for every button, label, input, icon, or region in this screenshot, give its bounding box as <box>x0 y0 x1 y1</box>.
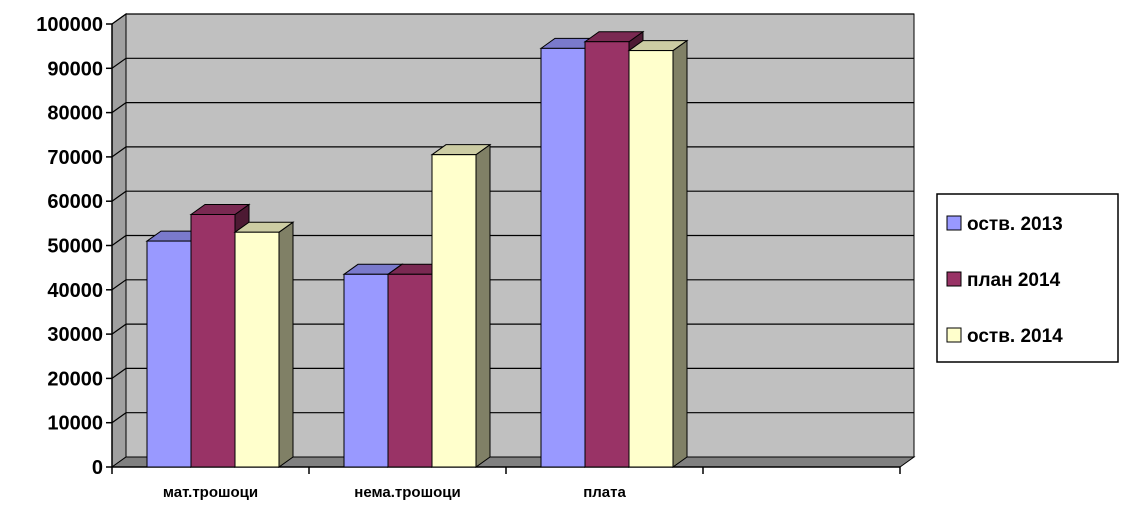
legend-swatch <box>946 327 962 343</box>
legend-label: план 2014 <box>967 270 1061 291</box>
bar <box>430 143 492 468</box>
x-tick-label: нема.трошоци <box>354 484 460 501</box>
bar-side <box>475 143 491 468</box>
y-tick-labels: 0 10000 20000 30000 40000 50000 60000 70000 8000… <box>36 14 103 479</box>
x-tick-labels: мат.трошоци нема.трошоци плата <box>163 484 627 501</box>
y-tick-label: 40000 <box>47 280 103 302</box>
bar-front <box>584 41 630 468</box>
y-tick-label: 90000 <box>47 58 103 80</box>
y-tick-label: 20000 <box>47 368 103 390</box>
legend: оств. 2013 план 2014 оств. 2014 <box>936 193 1119 363</box>
bar <box>627 39 689 468</box>
y-tick-label: 50000 <box>47 236 103 258</box>
legend-box <box>936 193 1119 363</box>
legend-item: план 2014 <box>946 270 1061 291</box>
x-tick-label: плата <box>583 484 626 501</box>
y-tick-label: 80000 <box>47 103 103 125</box>
bar-front <box>146 240 192 468</box>
legend-item: оств. 2013 <box>946 214 1063 235</box>
y-tick-label: 30000 <box>47 324 103 346</box>
legend-swatch <box>946 271 962 287</box>
y-tick-label: 100000 <box>36 14 103 36</box>
bar-front <box>387 273 433 468</box>
bar <box>233 221 295 468</box>
bar-side <box>672 39 688 468</box>
bar-side <box>278 221 294 468</box>
y-tick-label: 60000 <box>47 191 103 213</box>
legend-label: оств. 2013 <box>967 214 1063 235</box>
y-tick-label: 0 <box>92 457 103 479</box>
y-tick-label: 70000 <box>47 147 103 169</box>
bar-front <box>234 231 280 468</box>
x-tick-label: мат.трошоци <box>163 484 258 501</box>
legend-label: оств. 2014 <box>967 326 1063 347</box>
legend-item: оств. 2014 <box>946 326 1063 347</box>
bar-front <box>540 47 586 468</box>
legend-swatch <box>946 215 962 231</box>
bar-front <box>190 213 236 468</box>
bar-front <box>431 154 477 468</box>
y-tick-label: 10000 <box>47 413 103 435</box>
gridline <box>111 13 914 25</box>
bar-front <box>628 50 674 468</box>
bar-front <box>343 273 389 468</box>
bars <box>145 30 689 468</box>
